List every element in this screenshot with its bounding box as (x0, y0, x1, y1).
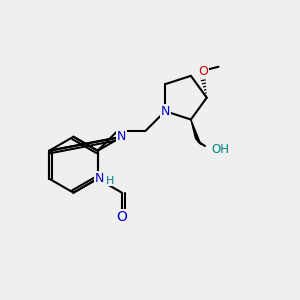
Polygon shape (191, 119, 201, 145)
Text: N: N (117, 130, 127, 143)
Text: N: N (160, 105, 170, 118)
Text: O: O (198, 65, 208, 78)
Text: OH: OH (212, 143, 230, 156)
Text: O: O (116, 210, 127, 224)
Text: N: N (94, 172, 104, 185)
Text: H: H (106, 176, 114, 186)
